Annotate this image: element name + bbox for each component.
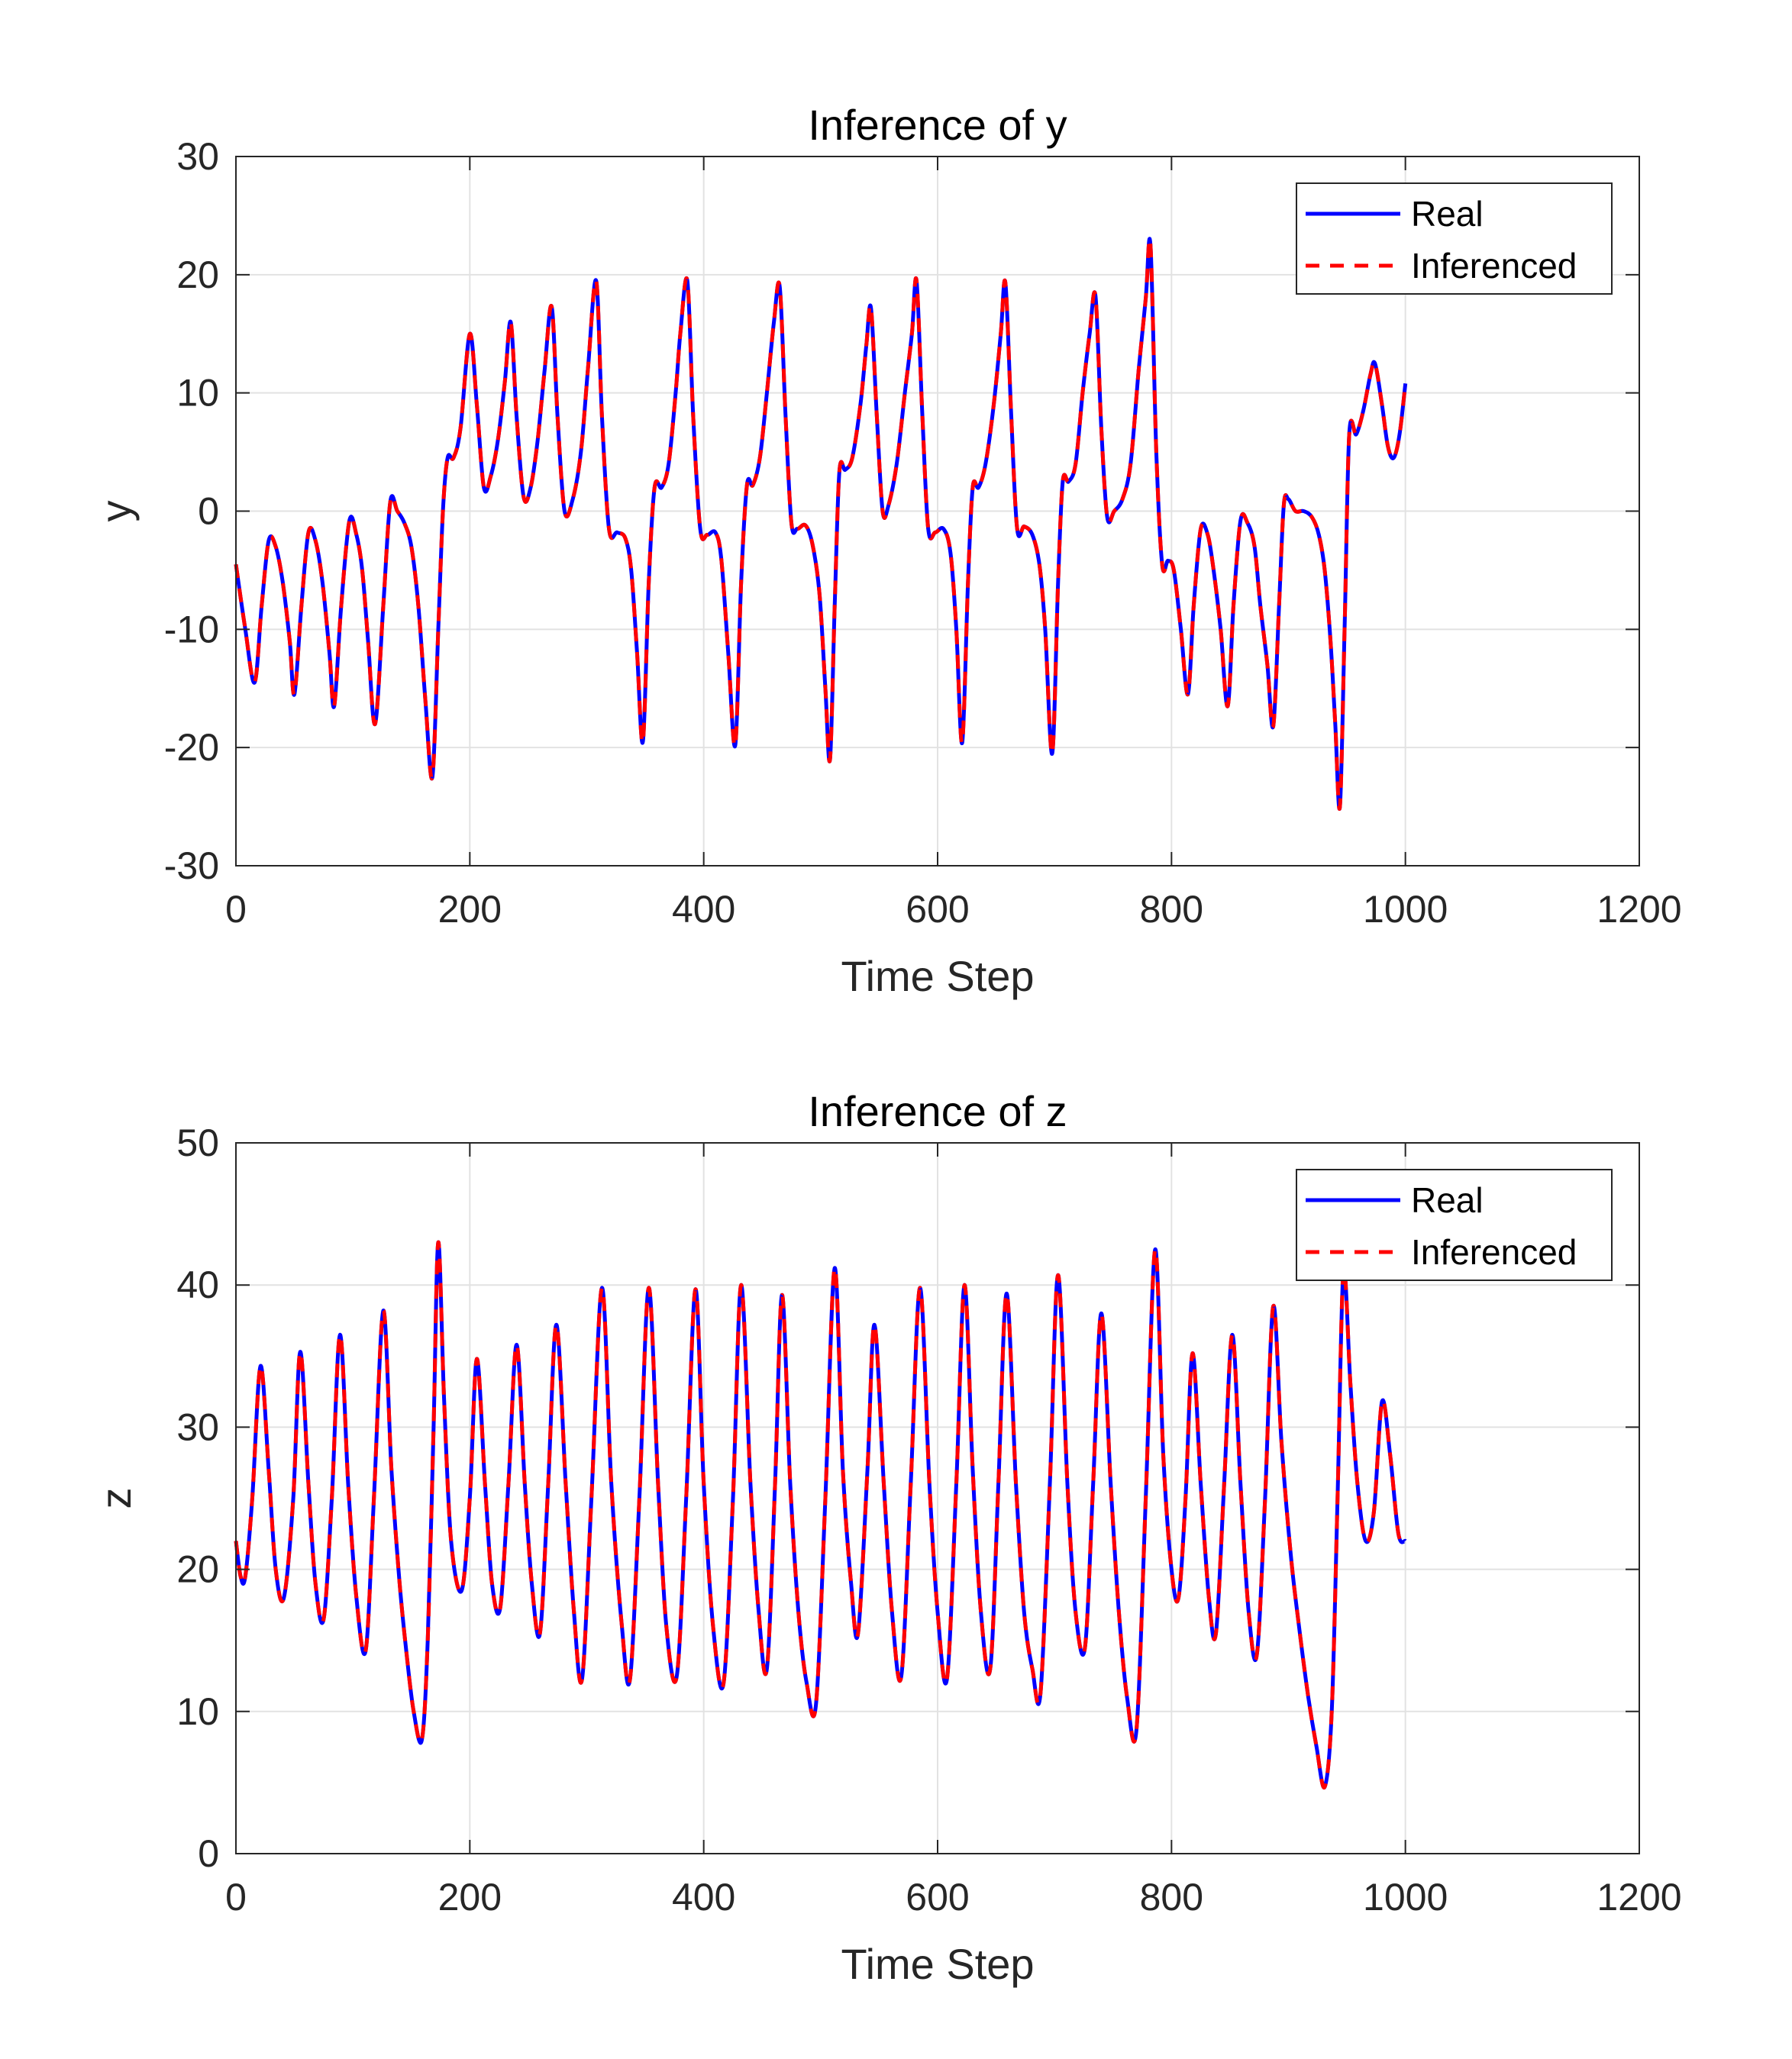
chart-y: 0 200 400 600 800 1000 1200 -30 -20 -10 0 10 20 30 In… bbox=[92, 101, 1682, 1000]
axis-ticks-y-plot: 0 200 400 600 800 1000 1200 -30 -20 -10 0 10 20 30 bbox=[164, 135, 1682, 931]
chart-title-y: Inference of y bbox=[808, 101, 1067, 149]
y-axis-label-z-plot: z bbox=[92, 1488, 140, 1509]
x-tick-label: 600 bbox=[906, 1876, 969, 1919]
y-tick-label: 20 bbox=[176, 253, 219, 296]
x-tick-label: 0 bbox=[225, 1876, 247, 1919]
axis-ticks-z-plot: 0 200 400 600 800 1000 1200 0 10 20 30 40 50 bbox=[176, 1121, 1681, 1919]
x-tick-label: 200 bbox=[438, 1876, 502, 1919]
legend-box bbox=[1296, 1169, 1613, 1281]
y-tick-label: 10 bbox=[176, 372, 219, 415]
x-tick-label: 1200 bbox=[1597, 888, 1681, 931]
series-inferenced-y bbox=[234, 237, 1408, 811]
legend-y-plot: Real Inferenced bbox=[1296, 182, 1613, 295]
legend-label-real: Real bbox=[1411, 194, 1484, 234]
x-tick-label: 1200 bbox=[1597, 1876, 1681, 1919]
y-tick-label: 40 bbox=[176, 1263, 219, 1306]
y-tick-label: 50 bbox=[176, 1121, 219, 1164]
y-tick-label: 30 bbox=[176, 1405, 219, 1448]
y-tick-label: 30 bbox=[176, 135, 219, 178]
y-tick-label: -30 bbox=[164, 844, 219, 887]
chart-title-z: Inference of z bbox=[808, 1087, 1067, 1135]
legend-label-real: Real bbox=[1411, 1180, 1484, 1220]
legend-label-inferenced: Inferenced bbox=[1411, 1232, 1577, 1272]
x-tick-label: 0 bbox=[225, 888, 247, 931]
x-tick-label: 400 bbox=[672, 888, 735, 931]
x-tick-label: 200 bbox=[438, 888, 502, 931]
y-tick-label: -20 bbox=[164, 726, 219, 769]
x-tick-label: 1000 bbox=[1363, 888, 1448, 931]
chart-z: 0 200 400 600 800 1000 1200 0 10 20 30 40 50 Inferen… bbox=[92, 1087, 1682, 1988]
x-tick-label: 800 bbox=[1140, 1876, 1203, 1919]
line-inferenced-z bbox=[234, 1240, 1408, 1790]
y-tick-label: 0 bbox=[198, 490, 219, 533]
legend-label-inferenced: Inferenced bbox=[1411, 246, 1577, 286]
legend-z-plot: Real Inferenced bbox=[1296, 1169, 1613, 1281]
x-axis-label-y-plot: Time Step bbox=[841, 952, 1034, 1000]
series-inferenced-z bbox=[234, 1240, 1408, 1790]
y-axis-label-y-plot: y bbox=[92, 501, 140, 522]
x-axis-label-z-plot: Time Step bbox=[841, 1940, 1034, 1988]
y-tick-label: 0 bbox=[198, 1832, 219, 1875]
x-tick-label: 800 bbox=[1140, 888, 1203, 931]
line-inferenced-y bbox=[234, 237, 1408, 811]
x-tick-label: 1000 bbox=[1363, 1876, 1448, 1919]
legend-box bbox=[1296, 182, 1613, 295]
y-tick-label: 20 bbox=[176, 1548, 219, 1591]
x-tick-label: 400 bbox=[672, 1876, 735, 1919]
x-tick-label: 600 bbox=[906, 888, 969, 931]
y-tick-label: 10 bbox=[176, 1690, 219, 1733]
y-tick-label: -10 bbox=[164, 608, 219, 650]
